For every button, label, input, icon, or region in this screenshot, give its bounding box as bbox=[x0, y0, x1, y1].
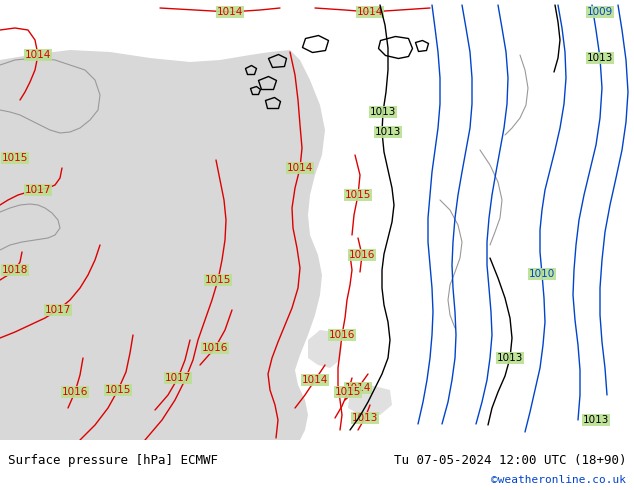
Text: 1013: 1013 bbox=[587, 53, 613, 63]
Text: 1015: 1015 bbox=[335, 387, 361, 397]
Text: ©weatheronline.co.uk: ©weatheronline.co.uk bbox=[491, 475, 626, 485]
Text: 1014: 1014 bbox=[302, 375, 328, 385]
Text: 1015: 1015 bbox=[105, 385, 131, 395]
Text: 1010: 1010 bbox=[529, 269, 555, 279]
Text: 1015: 1015 bbox=[2, 153, 28, 163]
Text: 1013: 1013 bbox=[370, 107, 396, 117]
Text: 1018: 1018 bbox=[2, 265, 28, 275]
Text: 1017: 1017 bbox=[45, 305, 71, 315]
Text: 1014: 1014 bbox=[345, 383, 371, 393]
Text: 1015: 1015 bbox=[345, 190, 371, 200]
Text: 1014: 1014 bbox=[217, 7, 243, 17]
Text: 1017: 1017 bbox=[165, 373, 191, 383]
Text: Tu 07-05-2024 12:00 UTC (18+90): Tu 07-05-2024 12:00 UTC (18+90) bbox=[394, 454, 626, 466]
Text: 1013: 1013 bbox=[583, 415, 609, 425]
Text: 1014: 1014 bbox=[287, 163, 313, 173]
Text: 1013: 1013 bbox=[375, 127, 401, 137]
Text: 1009: 1009 bbox=[587, 7, 613, 17]
Text: 1015: 1015 bbox=[205, 275, 231, 285]
Text: 1014: 1014 bbox=[357, 7, 383, 17]
Text: 1016: 1016 bbox=[349, 250, 375, 260]
Text: 1014: 1014 bbox=[25, 50, 51, 60]
Text: 1016: 1016 bbox=[329, 330, 355, 340]
Text: 1013: 1013 bbox=[497, 353, 523, 363]
Text: Surface pressure [hPa] ECMWF: Surface pressure [hPa] ECMWF bbox=[8, 454, 218, 466]
Text: 1013: 1013 bbox=[352, 413, 378, 423]
Text: 1016: 1016 bbox=[202, 343, 228, 353]
Text: 1017: 1017 bbox=[25, 185, 51, 195]
Text: 1016: 1016 bbox=[61, 387, 88, 397]
